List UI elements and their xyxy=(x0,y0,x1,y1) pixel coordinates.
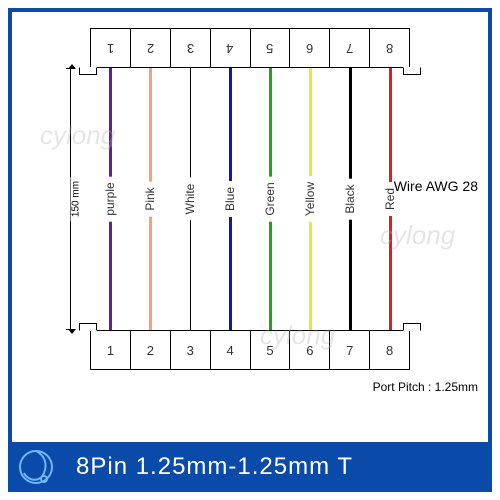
pin-number: 7 xyxy=(346,41,353,56)
connector-pin: 1 xyxy=(91,331,131,369)
connector-pin: 2 xyxy=(131,29,171,67)
wire-label: White xyxy=(183,178,197,221)
wire: White xyxy=(170,68,210,330)
brand-logo-icon xyxy=(14,445,58,489)
wire: Blue xyxy=(210,68,250,330)
pin-number: 6 xyxy=(306,41,313,56)
footer-title: 8Pin 1.25mm-1.25mm T xyxy=(76,453,353,481)
wire-label: Yellow xyxy=(303,176,317,222)
connector-pin: 3 xyxy=(171,331,211,369)
connector-top-pins: 1 2 3 4 5 6 7 8 xyxy=(91,29,409,67)
wire-label: Pink xyxy=(143,181,157,216)
pin-number: 4 xyxy=(226,41,233,56)
connector-pin: 7 xyxy=(330,29,370,67)
pin-number: 8 xyxy=(386,343,393,358)
pin-number: 1 xyxy=(107,343,114,358)
wire-awg-label: Wire AWG 28 xyxy=(394,178,478,194)
pin-number: 8 xyxy=(386,41,393,56)
wire: Red xyxy=(370,68,410,330)
wire-label: Blue xyxy=(223,181,237,217)
footer-bar: 8Pin 1.25mm-1.25mm T xyxy=(8,442,492,492)
wire: Green xyxy=(250,68,290,330)
pin-number: 5 xyxy=(266,343,273,358)
pin-number: 1 xyxy=(107,41,114,56)
wire-label: purple xyxy=(103,176,117,221)
connector-pin: 6 xyxy=(290,29,330,67)
wire: purple xyxy=(90,68,130,330)
connector-pin: 4 xyxy=(211,331,251,369)
connector-pin: 2 xyxy=(131,331,171,369)
connector-pin: 5 xyxy=(251,29,291,67)
connector-pin: 8 xyxy=(370,29,409,67)
pin-number: 3 xyxy=(187,343,194,358)
connector-bottom: 1 2 3 4 5 6 7 8 xyxy=(90,330,410,370)
connector-pin: 6 xyxy=(290,331,330,369)
connector-pin: 3 xyxy=(171,29,211,67)
pin-number: 7 xyxy=(346,343,353,358)
pin-number: 6 xyxy=(306,343,313,358)
connector-pin: 4 xyxy=(211,29,251,67)
connector-pin: 7 xyxy=(330,331,370,369)
wire: Yellow xyxy=(290,68,330,330)
connector-bottom-pins: 1 2 3 4 5 6 7 8 xyxy=(91,331,409,369)
length-label: 150 mm xyxy=(71,177,82,221)
connector-pin: 1 xyxy=(91,29,131,67)
pin-number: 5 xyxy=(266,41,273,56)
wire: Black xyxy=(330,68,370,330)
connector-pin: 5 xyxy=(251,331,291,369)
length-dimension: 150 mm xyxy=(60,68,80,330)
connector-tab xyxy=(79,323,97,331)
pin-number: 2 xyxy=(147,343,154,358)
wire-label: Green xyxy=(263,176,277,221)
port-pitch-label: Port Pitch : 1.25mm xyxy=(373,380,478,394)
pin-number: 3 xyxy=(187,41,194,56)
wire-label: Black xyxy=(343,178,357,219)
wire: Pink xyxy=(130,68,170,330)
connector-top: 1 2 3 4 5 6 7 8 xyxy=(90,28,410,68)
connector-tab xyxy=(403,323,421,331)
connector-pin: 8 xyxy=(370,331,409,369)
wiring-diagram: 1 2 3 4 5 6 7 8 purple Pink White Blue Green Yellow B… xyxy=(50,28,450,398)
wires-group: purple Pink White Blue Green Yellow Black Red xyxy=(90,68,410,330)
pin-number: 2 xyxy=(147,41,154,56)
pin-number: 4 xyxy=(226,343,233,358)
